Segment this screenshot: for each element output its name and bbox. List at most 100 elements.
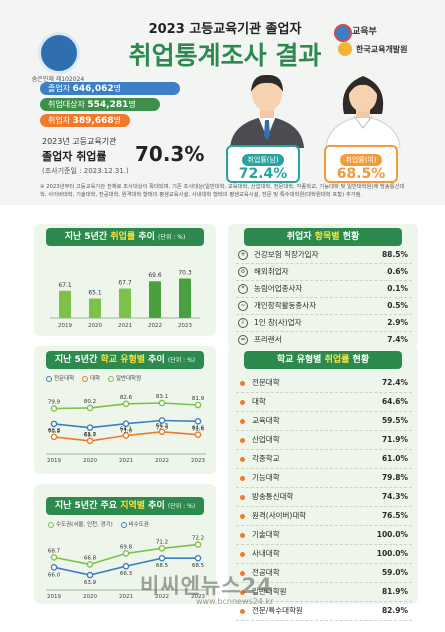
row-label: 전공대학 <box>252 568 280 577</box>
x-tick-label: 2020 <box>83 458 97 464</box>
school-type-rate-title-hl: 취업률 <box>324 355 350 365</box>
x-tick-label: 2019 <box>47 458 61 464</box>
rate-caption: 2023년 고등교육기관 <box>42 137 117 146</box>
employed-bar: 취업자 389,668명 <box>40 114 130 127</box>
data-point <box>86 571 94 579</box>
data-label: 66.3 <box>156 423 169 429</box>
data-label: 71.2 <box>156 539 168 545</box>
employment-category-table: + 건강보험 직장가입자 88.5% o 해외취업자 0.6% * 농림어업종사자 0.1%… <box>236 247 412 349</box>
bullet-icon <box>240 476 245 481</box>
target-value: 554,281 <box>87 100 129 110</box>
row-value: 81.9% <box>381 587 408 596</box>
data-point <box>50 405 58 412</box>
data-point <box>194 418 202 425</box>
row-value: 74.3% <box>381 492 408 501</box>
school-type-trend-title-hl: 학교 유형별 <box>100 355 146 365</box>
overall-rate-value: 70.3% <box>135 142 205 166</box>
table-row: ~ 개인창작활동종사자 0.5% <box>236 298 412 315</box>
footnote: ※ 2023년부터 고등교육기관 전체로 조사대상이 확대되며, 기존 조사대상… <box>40 184 405 198</box>
row-label: 전문대학 <box>252 378 280 387</box>
table-row: o 해외취업자 0.6% <box>236 264 412 281</box>
school-type-legend: 전문대학 대학 일반대학원 <box>46 374 147 382</box>
row-value: 0.6% <box>387 267 408 276</box>
row-label: 해외취업자 <box>254 267 289 276</box>
region-trend-title: 지난 5년간 주요 지역별 추이 (단위 : %) <box>46 497 204 515</box>
data-label: 68.5 <box>156 563 169 569</box>
row-label: 원격(사이버)대학 <box>252 511 307 520</box>
rate-label: 졸업자 취업률 <box>42 150 107 163</box>
data-label: 82.6 <box>120 395 133 401</box>
row-value: 0.5% <box>387 301 408 310</box>
data-label: 61.0 <box>84 432 97 438</box>
row-label: 전문/특수대학원 <box>252 606 303 615</box>
page-title: 취업통계조사 결과 <box>128 41 322 70</box>
x-tick-label: 2019 <box>47 594 61 600</box>
school-type-rate-title-pre: 학교 유형별 <box>276 355 325 365</box>
data-point <box>158 417 166 424</box>
x-tick-label: 2020 <box>83 594 97 600</box>
x-tick-label: 2021 <box>119 594 133 600</box>
watermark-logo: 비씨엔뉴스24 <box>140 574 273 598</box>
data-point <box>86 404 94 412</box>
region-legend: 수도권(서울, 인천, 경기) 비수도권 <box>48 520 155 528</box>
school-type-rate-title: 학교 유형별 취업률 현황 <box>244 351 402 369</box>
row-value: 71.9% <box>381 435 408 444</box>
data-point <box>194 554 202 562</box>
data-point <box>122 420 130 428</box>
legend-non-capital-area: 비수도권 <box>128 522 149 528</box>
female-rate-value: 68.5% <box>336 166 386 182</box>
region-trend-title-hl: 지역별 <box>120 501 146 511</box>
female-rate-label: 취업률(여) <box>340 154 382 166</box>
male-rate-box: 취업률(남) 72.4% <box>226 145 300 183</box>
graduates-unit: 명 <box>113 84 122 93</box>
legend-college: 전문대학 <box>54 376 75 382</box>
person-icon: i <box>238 318 248 328</box>
survey-date: (조사기준일 : 2023.12.31.) <box>42 167 129 175</box>
bar <box>89 298 101 318</box>
x-tick-label: 2021 <box>119 458 133 464</box>
data-label: 66.0 <box>48 572 61 578</box>
data-label: 81.9 <box>192 396 205 402</box>
region-trend-title-pre: 지난 5년간 주요 <box>54 501 121 511</box>
data-label: 69.8 <box>120 544 133 550</box>
data-point <box>122 562 130 570</box>
row-value: 82.9% <box>381 606 408 615</box>
row-value: 100.0% <box>376 549 408 558</box>
data-point <box>86 437 94 445</box>
bar-data-label: 67.1 <box>58 282 72 289</box>
row-value: 2.9% <box>387 318 408 327</box>
row-label: 건강보험 직장가입자 <box>254 250 319 259</box>
male-rate-label: 취업률(남) <box>242 154 284 166</box>
school-type-rate-panel <box>228 346 418 604</box>
row-value: 64.6% <box>381 397 408 406</box>
table-row: 전문대학 72.4% <box>236 374 412 393</box>
data-point <box>122 550 130 557</box>
bullet-icon <box>240 571 245 576</box>
bullet-icon <box>240 457 245 462</box>
row-value: 59.0% <box>381 568 408 577</box>
target-label: 취업대상자 <box>48 100 85 109</box>
bullet-icon <box>240 495 245 500</box>
female-rate-box: 취업률(여) 68.5% <box>324 145 398 183</box>
target-bar: 취업대상자 554,281명 <box>40 98 160 111</box>
watermark-url: www.bcnnews24.kr <box>196 597 274 606</box>
target-unit: 명 <box>128 100 136 109</box>
data-label: 68.7 <box>48 548 61 554</box>
data-label: 64.6 <box>192 426 205 432</box>
ministry-name: 교육부 <box>352 27 377 37</box>
row-label: 농림어업종사자 <box>254 284 303 293</box>
employed-value: 389,668 <box>72 116 114 126</box>
row-label: 1인 창(사)업자 <box>254 318 302 327</box>
row-value: 59.5% <box>381 416 408 425</box>
data-label: 71.0 <box>120 429 133 435</box>
bullet-icon <box>240 552 245 557</box>
row-label: 각종학교 <box>252 454 280 463</box>
data-point <box>194 401 202 409</box>
data-label: 68.5 <box>192 563 205 569</box>
table-row: 전공대학 59.0% <box>236 564 412 583</box>
data-point <box>122 432 130 439</box>
employment-category-title: 취업자 항목별 현황 <box>244 228 402 246</box>
row-value: 61.0% <box>381 454 408 463</box>
school-type-rate-title-post: 현황 <box>349 355 370 365</box>
table-row: 일반대학원 81.9% <box>236 583 412 602</box>
